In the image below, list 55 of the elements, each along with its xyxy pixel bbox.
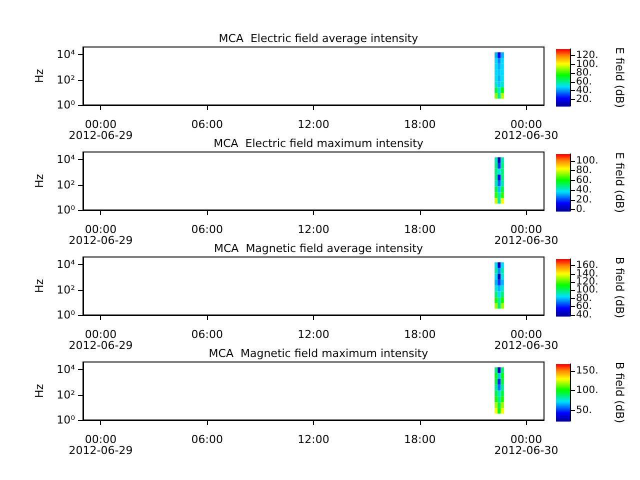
color-bar-label: 0. [576, 204, 586, 216]
color-bar-label: 100. [576, 385, 598, 396]
x-tick-label: 00:00 2012-06-30 [494, 223, 558, 247]
y-tick-label: 10⁴ [56, 153, 76, 166]
x-tick-label: 06:00 [191, 433, 223, 446]
x-tick-label: 00:00 2012-06-29 [68, 433, 133, 457]
x-tick-label: 12:00 [298, 328, 330, 341]
x-tick-label: 12:00 [298, 223, 330, 236]
x-tick-label: 18:00 [404, 118, 436, 131]
y-tick-label: 10⁰ [56, 308, 76, 322]
y-axis-title: Hz [33, 68, 46, 84]
y-tick-label: 10⁴ [56, 48, 76, 62]
x-tick-label: 12:00 [298, 118, 330, 131]
chart-title: MCA Electric field maximum intensity [214, 137, 424, 150]
x-tick-label: 06:00 [191, 118, 223, 131]
y-tick-label: 10² [56, 283, 75, 296]
color-bar-label: 80. [576, 165, 592, 176]
chart-title: MCA Magnetic field maximum intensity [208, 347, 429, 360]
color-bar-label: 50. [576, 405, 592, 416]
y-tick-label: 10⁰ [56, 204, 76, 216]
x-tick-label: 00:00 2012-06-29 [68, 223, 133, 247]
y-tick-label: 10⁰ [56, 98, 76, 112]
x-tick-label: 06:00 [191, 223, 223, 236]
color-bar-title: E field (dB) [613, 152, 626, 213]
x-tick-label: 00:00 2012-06-30 [494, 433, 558, 457]
x-tick-label: 00:00 2012-06-29 [68, 118, 133, 142]
x-tick-label: 18:00 [404, 223, 436, 236]
color-bar-label: 20. [576, 94, 592, 105]
y-tick-label: 10² [56, 178, 75, 192]
y-tick-label: 10² [56, 73, 75, 86]
color-bar-label: 40. [576, 184, 592, 196]
color-bar-title: B field (dB) [613, 362, 626, 424]
y-tick-label: 10⁰ [56, 414, 76, 426]
y-tick-label: 10⁴ [56, 258, 76, 272]
color-bar-label: 150. [576, 365, 598, 376]
color-bar-label: 20. [576, 194, 592, 206]
color-bar-label: 40. [576, 309, 592, 320]
x-tick-label: 00:00 2012-06-30 [494, 118, 558, 142]
y-tick-label: 10² [56, 388, 75, 402]
color-bar-title: E field (dB) [613, 47, 626, 108]
color-bar-label: 100. [576, 155, 598, 166]
x-tick-label: 00:00 2012-06-29 [68, 328, 133, 352]
chart-title: MCA Magnetic field average intensity [214, 242, 424, 255]
x-tick-label: 18:00 [404, 328, 436, 341]
y-axis-title: Hz [33, 384, 46, 398]
y-axis-title: Hz [33, 278, 46, 294]
x-tick-label: 00:00 2012-06-30 [494, 328, 558, 352]
y-tick-label: 10⁴ [56, 363, 76, 376]
x-tick-label: 06:00 [191, 328, 223, 341]
color-bar-title: B field (dB) [613, 256, 626, 318]
chart-title: MCA Electric field average intensity [218, 32, 419, 45]
x-tick-label: 12:00 [298, 433, 330, 446]
y-axis-title: Hz [33, 174, 46, 188]
x-tick-label: 18:00 [404, 433, 436, 446]
color-bar-label: 60. [576, 174, 592, 186]
